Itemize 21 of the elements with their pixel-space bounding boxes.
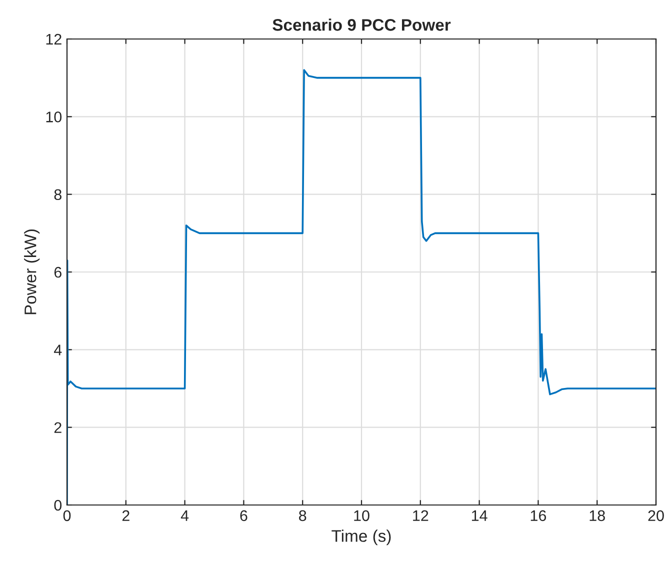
x-tick-label: 6 (240, 510, 248, 522)
y-tick-label: 0 (54, 500, 62, 511)
x-tick-label: 8 (299, 510, 306, 522)
y-tick-label: 12 (46, 34, 62, 45)
y-tick-label: 4 (54, 344, 62, 356)
x-axis-title: Time (s) (332, 530, 391, 546)
y-tick-label: 8 (54, 189, 62, 200)
x-tick-label: 10 (354, 510, 370, 522)
y-tick-label: 2 (54, 422, 62, 433)
x-tick-label: 4 (180, 510, 189, 521)
x-tick-label: 14 (472, 510, 488, 521)
chart-title: Scenario 9 PCC Power (272, 18, 451, 31)
x-tick-label: 16 (530, 510, 546, 522)
x-tick-label: 12 (413, 510, 428, 521)
x-tick-label: 18 (590, 510, 605, 522)
y-tick-label: 10 (46, 112, 62, 122)
x-tick-label: 0 (63, 510, 71, 522)
y-axis-title: Power (kW) (24, 230, 40, 314)
y-tick-label: 6 (54, 266, 62, 278)
x-tick-label: 2 (122, 510, 130, 521)
x-tick-label: 20 (648, 510, 664, 522)
